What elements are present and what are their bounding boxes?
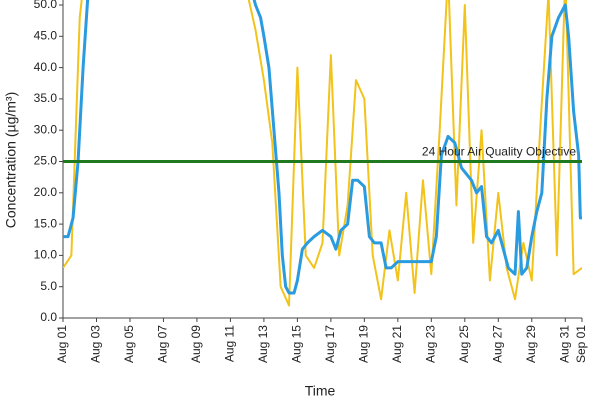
y-tick-label: 10.0 — [34, 248, 58, 262]
x-tick-label: Aug 21 — [390, 325, 404, 363]
y-tick-label: 30.0 — [34, 122, 58, 136]
y-tick-label: 15.0 — [34, 216, 58, 230]
x-tick-label: Aug 03 — [89, 325, 103, 363]
x-tick-label: Aug 15 — [290, 325, 304, 363]
x-tick-label: Aug 23 — [423, 325, 437, 363]
x-tick-label: Aug 25 — [457, 325, 471, 363]
y-tick-label: 50.0 — [34, 0, 58, 11]
y-tick-label: 5.0 — [40, 279, 57, 293]
x-tick-label: Aug 11 — [223, 325, 237, 362]
x-tick-label: Sep 01 — [574, 325, 588, 363]
y-tick-label: 40.0 — [34, 60, 58, 74]
y-tick-label: 35.0 — [34, 91, 58, 105]
x-tick-label: Aug 31 — [557, 325, 571, 363]
x-tick-label: Aug 27 — [490, 325, 504, 363]
y-tick-label: 20.0 — [34, 185, 58, 199]
x-tick-label: Aug 09 — [189, 325, 203, 363]
y-tick-label: 45.0 — [34, 28, 58, 42]
x-tick-label: Aug 29 — [524, 325, 538, 363]
x-tick-label: Aug 13 — [256, 325, 270, 363]
x-tick-label: Aug 01 — [55, 325, 69, 363]
y-tick-label: 25.0 — [34, 154, 58, 168]
x-tick-label: Aug 05 — [122, 325, 136, 363]
y-tick-label: 0.0 — [40, 310, 57, 324]
reference-label: 24 Hour Air Quality Objective — [422, 145, 576, 159]
x-tick-label: Aug 17 — [323, 325, 337, 363]
x-tick-label: Aug 19 — [357, 325, 371, 363]
series-line — [63, 0, 582, 307]
x-axis-title: Time — [305, 383, 336, 399]
x-tick-label: Aug 07 — [156, 325, 170, 363]
y-axis-title: Concentration (µg/m³) — [3, 92, 19, 228]
series-line — [63, 0, 582, 295]
